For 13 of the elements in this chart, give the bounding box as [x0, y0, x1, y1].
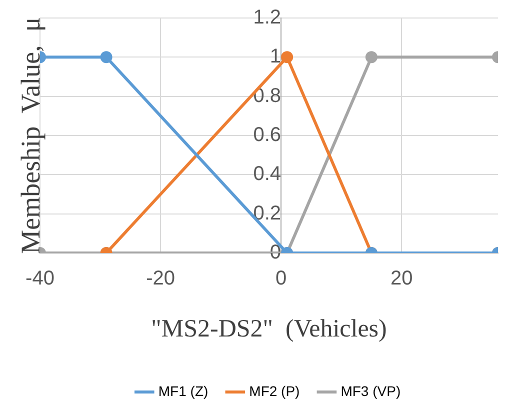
y-tick-label: 0.2: [253, 202, 282, 224]
legend-label: MF1 (Z): [158, 382, 208, 399]
y-tick-label: 1.2: [253, 6, 282, 29]
y-tick-label: 0.4: [253, 163, 282, 186]
legend-label: MF3 (VP): [340, 382, 401, 399]
y-axis-title: Membeship Value, μ: [16, 16, 46, 256]
x-tick-label: -20: [146, 268, 175, 290]
x-tick-label: -40: [26, 268, 54, 290]
y-tick-label: 0.6: [253, 124, 282, 146]
x-tick-label: 20: [390, 268, 413, 290]
legend-label: MF2 (P): [249, 382, 300, 399]
x-axis-title: "MS2-DS2" (Vehicles): [151, 316, 387, 343]
y-tick-label: 1: [270, 46, 282, 68]
